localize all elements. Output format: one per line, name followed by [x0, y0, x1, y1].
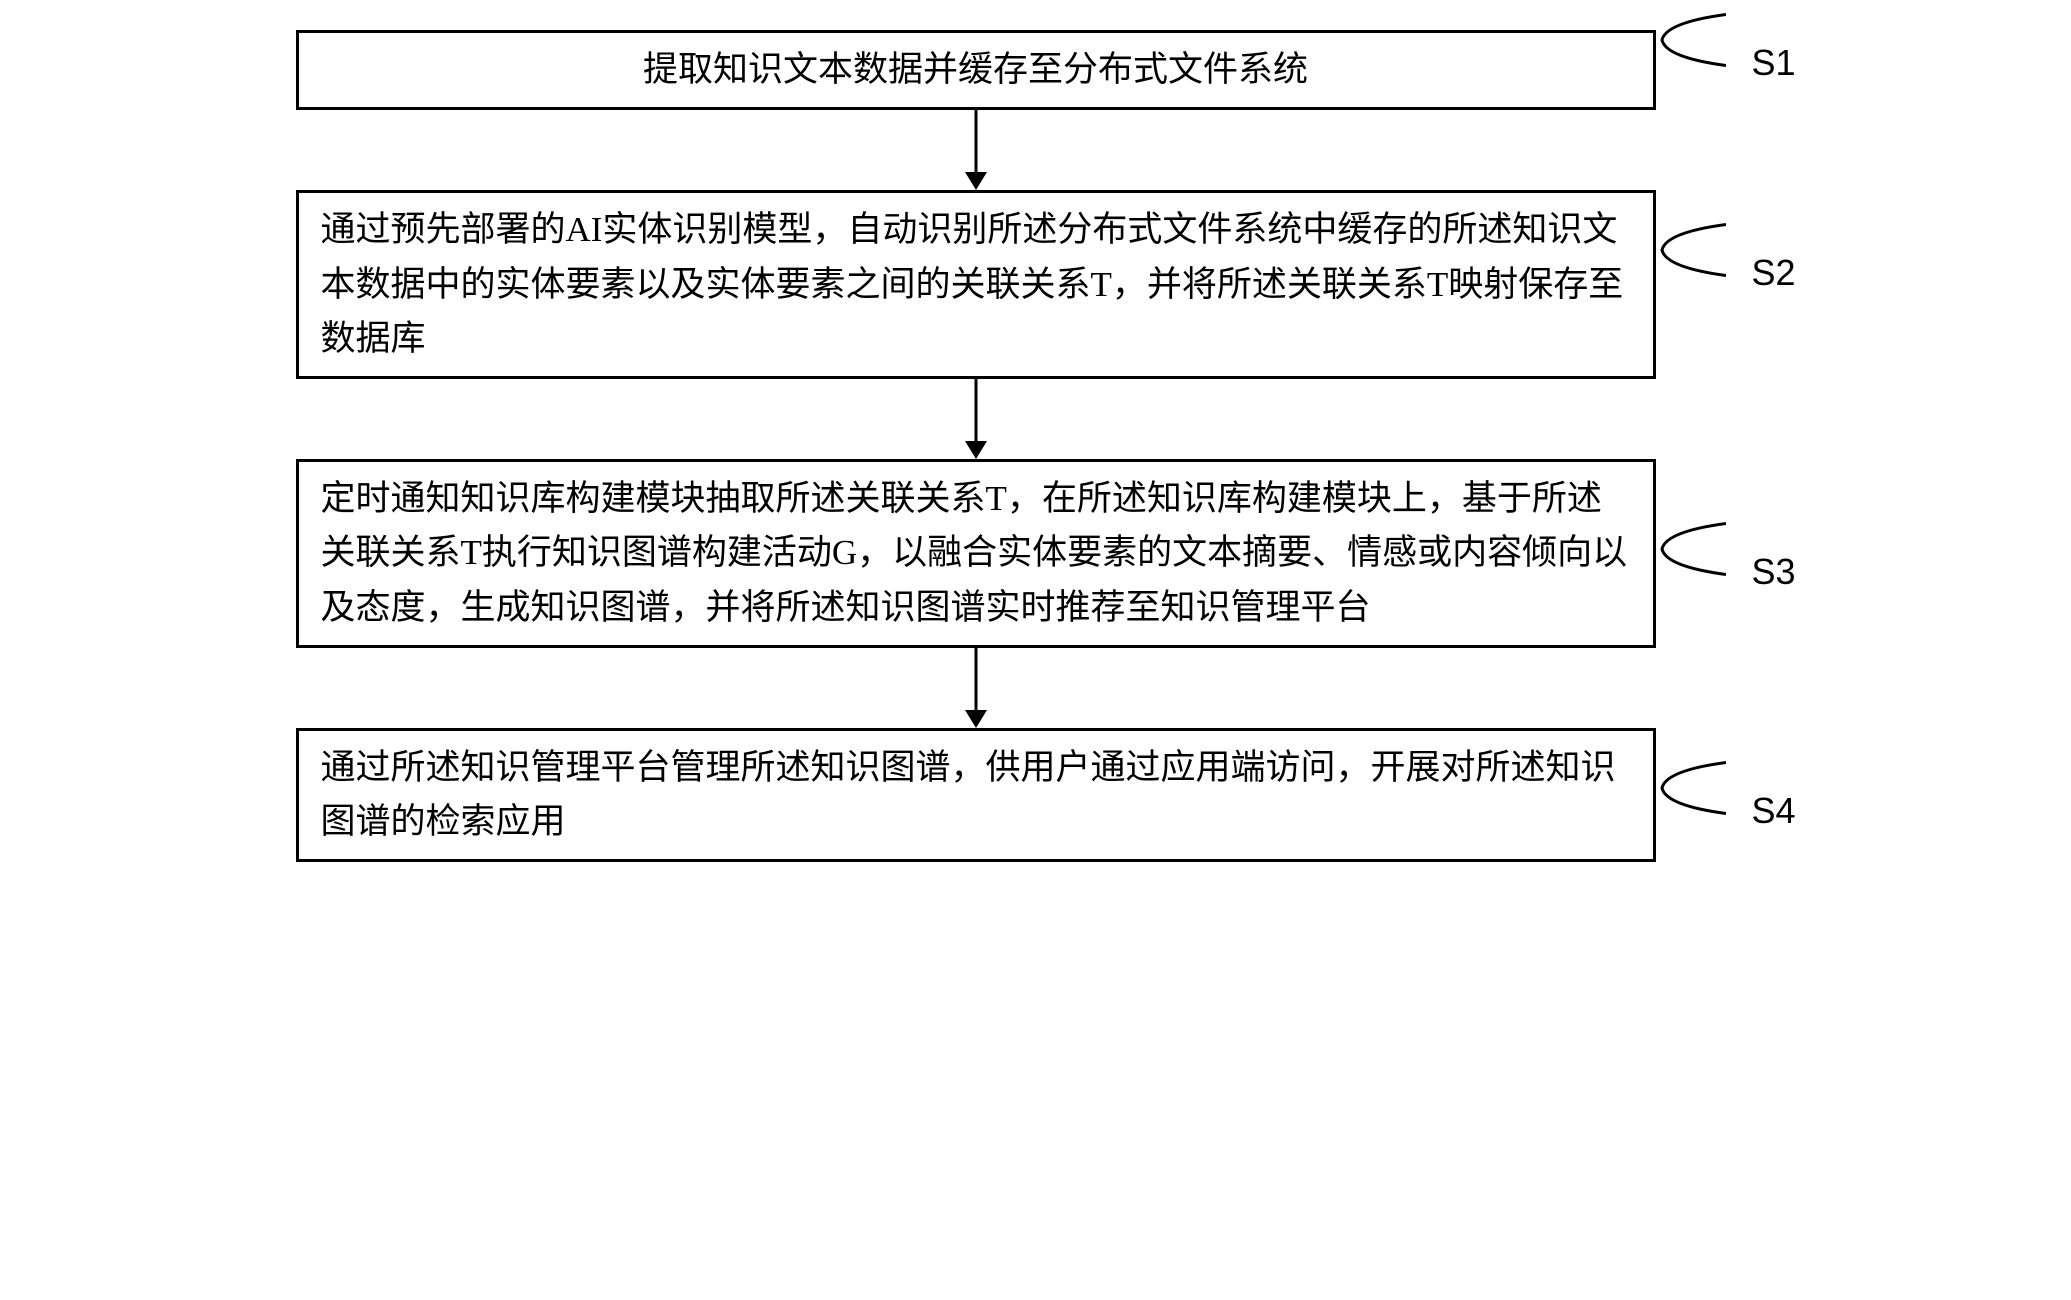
flow-step-box-s1: 提取知识文本数据并缓存至分布式文件系统 — [296, 30, 1656, 110]
flow-step-box-s2: 通过预先部署的AI实体识别模型，自动识别所述分布式文件系统中缓存的所述知识文本数… — [296, 190, 1656, 379]
flow-arrow — [296, 648, 1656, 728]
flow-arrow — [296, 379, 1656, 459]
flow-step-box-s3: 定时通知知识库构建模块抽取所述关联关系T，在所述知识库构建模块上，基于所述关联关… — [296, 459, 1656, 648]
flowchart-container: 提取知识文本数据并缓存至分布式文件系统 S1 通过预先部署的AI实体识别模型，自… — [296, 30, 1776, 862]
step-label-s1: S1 — [1751, 42, 1795, 84]
flow-step-row: 提取知识文本数据并缓存至分布式文件系统 S1 — [296, 30, 1776, 110]
flow-step-row: 通过预先部署的AI实体识别模型，自动识别所述分布式文件系统中缓存的所述知识文本数… — [296, 190, 1776, 379]
flow-step-row: 定时通知知识库构建模块抽取所述关联关系T，在所述知识库构建模块上，基于所述关联关… — [296, 459, 1776, 648]
flow-step-box-s4: 通过所述知识管理平台管理所述知识图谱，供用户通过应用端访问，开展对所述知识图谱的… — [296, 728, 1656, 863]
flow-step-row: 通过所述知识管理平台管理所述知识图谱，供用户通过应用端访问，开展对所述知识图谱的… — [296, 728, 1776, 863]
step-label-s3: S3 — [1751, 551, 1795, 593]
step-label-s4: S4 — [1751, 790, 1795, 832]
step-label-s2: S2 — [1751, 252, 1795, 294]
flow-arrow — [296, 110, 1656, 190]
